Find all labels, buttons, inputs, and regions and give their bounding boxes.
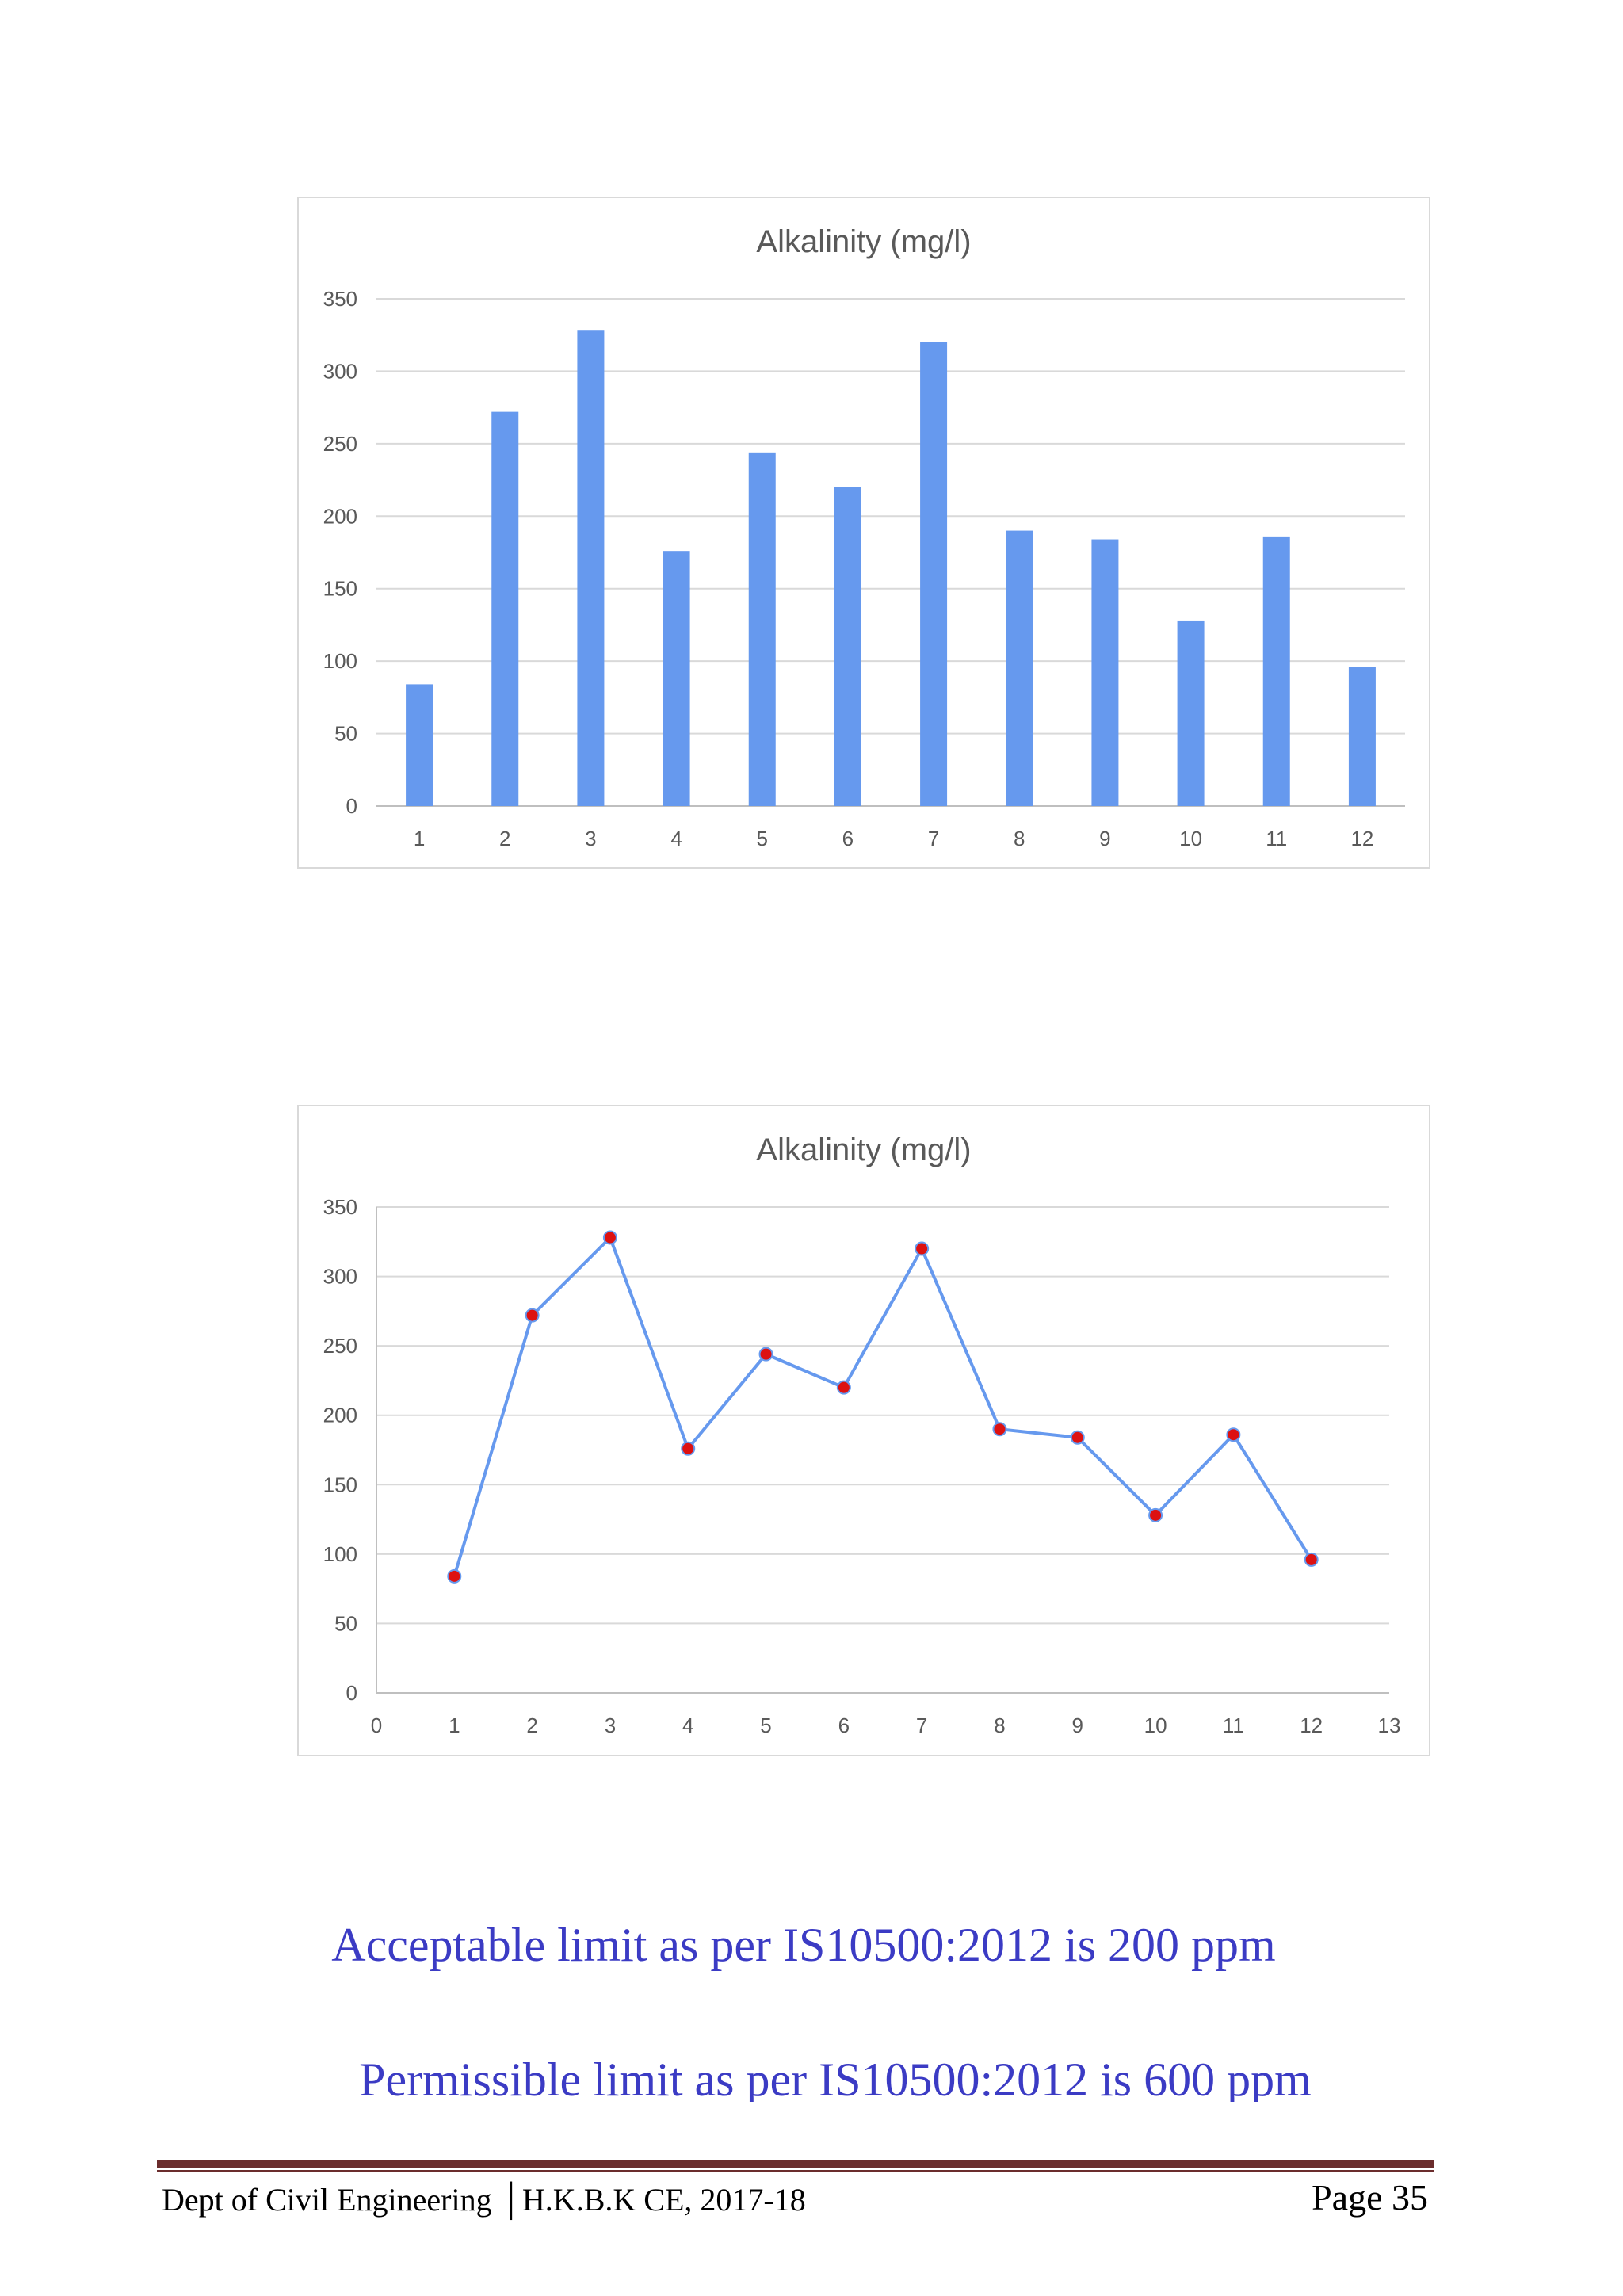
data-point (525, 1308, 540, 1323)
y-tick-label: 300 (323, 1265, 357, 1289)
x-tick-label: 5 (757, 827, 768, 850)
data-point (1070, 1430, 1085, 1445)
bar (748, 452, 776, 806)
x-tick-label: 7 (916, 1713, 927, 1737)
y-tick-label: 100 (323, 649, 357, 673)
series-line (453, 1236, 1313, 1577)
y-tick-label: 300 (323, 359, 357, 383)
x-tick-label: 10 (1179, 827, 1202, 850)
bar (577, 330, 605, 806)
y-tick-label: 50 (334, 1611, 357, 1635)
bar (920, 342, 948, 806)
x-tick-label: 12 (1350, 827, 1373, 850)
y-tick-label: 50 (334, 722, 357, 746)
data-point (447, 1568, 462, 1584)
y-tick-label: 150 (323, 577, 357, 601)
y-tick-label: 350 (323, 287, 357, 311)
x-tick-label: 12 (1300, 1713, 1323, 1737)
x-tick-label: 2 (526, 1713, 537, 1737)
footer-divider (157, 2160, 1434, 2168)
bar-chart: Alkalinity (mg/l) 0 50 100 150 200 250 300 350 1… (297, 197, 1430, 869)
data-point (836, 1380, 851, 1395)
bar (1177, 620, 1205, 806)
footer-divider-thin (157, 2170, 1434, 2172)
data-point (1304, 1552, 1319, 1567)
y-tick-label: 0 (346, 1681, 357, 1705)
x-tick-label: 6 (838, 1713, 850, 1737)
y-tick-label: 200 (323, 1404, 357, 1427)
x-tick-label: 4 (682, 1713, 693, 1737)
y-tick-label: 0 (346, 794, 357, 818)
bar (1348, 667, 1376, 806)
x-tick-label: 0 (371, 1713, 382, 1737)
bar (834, 487, 861, 806)
x-tick-label: 9 (1099, 827, 1110, 850)
line-chart-svg: Alkalinity (mg/l) 0 50 100 150 200 250 300 350 0… (323, 1133, 1401, 1737)
data-point (992, 1422, 1007, 1437)
line-chart: Alkalinity (mg/l) 0 50 100 150 200 250 300 350 0… (297, 1105, 1430, 1756)
y-tick-label: 350 (323, 1195, 357, 1219)
y-tick-label: 250 (323, 432, 357, 456)
bar (663, 551, 690, 806)
x-tick-label: 13 (1378, 1713, 1401, 1737)
data-point (681, 1441, 696, 1456)
bar (406, 684, 433, 806)
x-tick-label: 7 (928, 827, 939, 850)
data-point (1226, 1427, 1241, 1442)
data-point (602, 1230, 617, 1245)
x-tick-label: 10 (1144, 1713, 1167, 1737)
bar (1006, 530, 1033, 806)
y-tick-label: 250 (323, 1334, 357, 1358)
data-point (758, 1347, 773, 1362)
y-tick-label: 150 (323, 1473, 357, 1496)
x-tick-label: 4 (670, 827, 682, 850)
x-tick-label: 6 (842, 827, 854, 850)
x-tick-label: 1 (449, 1713, 460, 1737)
x-tick-label: 3 (585, 827, 596, 850)
x-tick-label: 11 (1223, 1713, 1244, 1737)
x-tick-label: 5 (760, 1713, 771, 1737)
x-tick-label: 8 (994, 1713, 1005, 1737)
data-point (915, 1241, 930, 1256)
bar (1091, 539, 1119, 806)
x-tick-label: 11 (1266, 827, 1287, 850)
y-tick-label: 200 (323, 504, 357, 528)
bar (491, 411, 519, 806)
y-tick-label: 100 (323, 1542, 357, 1566)
bar-chart-svg: Alkalinity (mg/l) 0 50 100 150 200 250 300 350 1… (323, 224, 1405, 850)
line-chart-title: Alkalinity (mg/l) (756, 1133, 971, 1167)
bar-chart-title: Alkalinity (mg/l) (756, 224, 971, 259)
page-number: Page 35 (1312, 2177, 1428, 2218)
x-tick-label: 9 (1072, 1713, 1083, 1737)
x-tick-label: 3 (605, 1713, 616, 1737)
footer-department: Dept of Civil Engineering │H.K.B.K CE, 2… (162, 2182, 806, 2218)
x-tick-label: 8 (1014, 827, 1025, 850)
data-point (1148, 1507, 1163, 1522)
bar (1262, 536, 1290, 806)
acceptable-limit-text: Acceptable limit as per IS10500:2012 is … (331, 1919, 1276, 1971)
x-tick-label: 1 (414, 827, 425, 850)
permissible-limit-text: Permissible limit as per IS10500:2012 is… (359, 2053, 1312, 2102)
x-tick-label: 2 (499, 827, 510, 850)
